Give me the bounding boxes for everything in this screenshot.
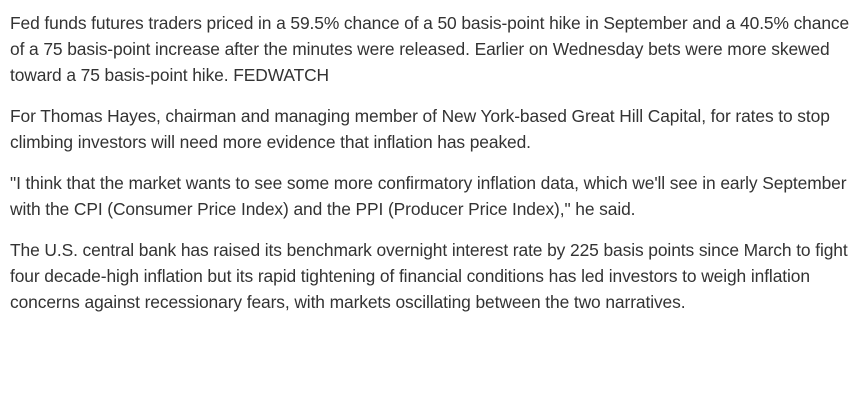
paragraph-fed-funds-futures-text: Fed funds futures traders priced in a 59… — [10, 13, 850, 85]
paragraph-central-bank: The U.S. central bank has raised its ben… — [10, 240, 848, 312]
paragraph-fed-funds-futures: Fed funds futures traders priced in a 59… — [10, 10, 855, 88]
fedwatch-link[interactable]: FEDWATCH — [233, 65, 330, 85]
article-body: Fed funds futures traders priced in a 59… — [10, 10, 855, 315]
paragraph-quote: "I think that the market wants to see so… — [10, 173, 847, 219]
paragraph-thomas-hayes: For Thomas Hayes, chairman and managing … — [10, 106, 830, 152]
